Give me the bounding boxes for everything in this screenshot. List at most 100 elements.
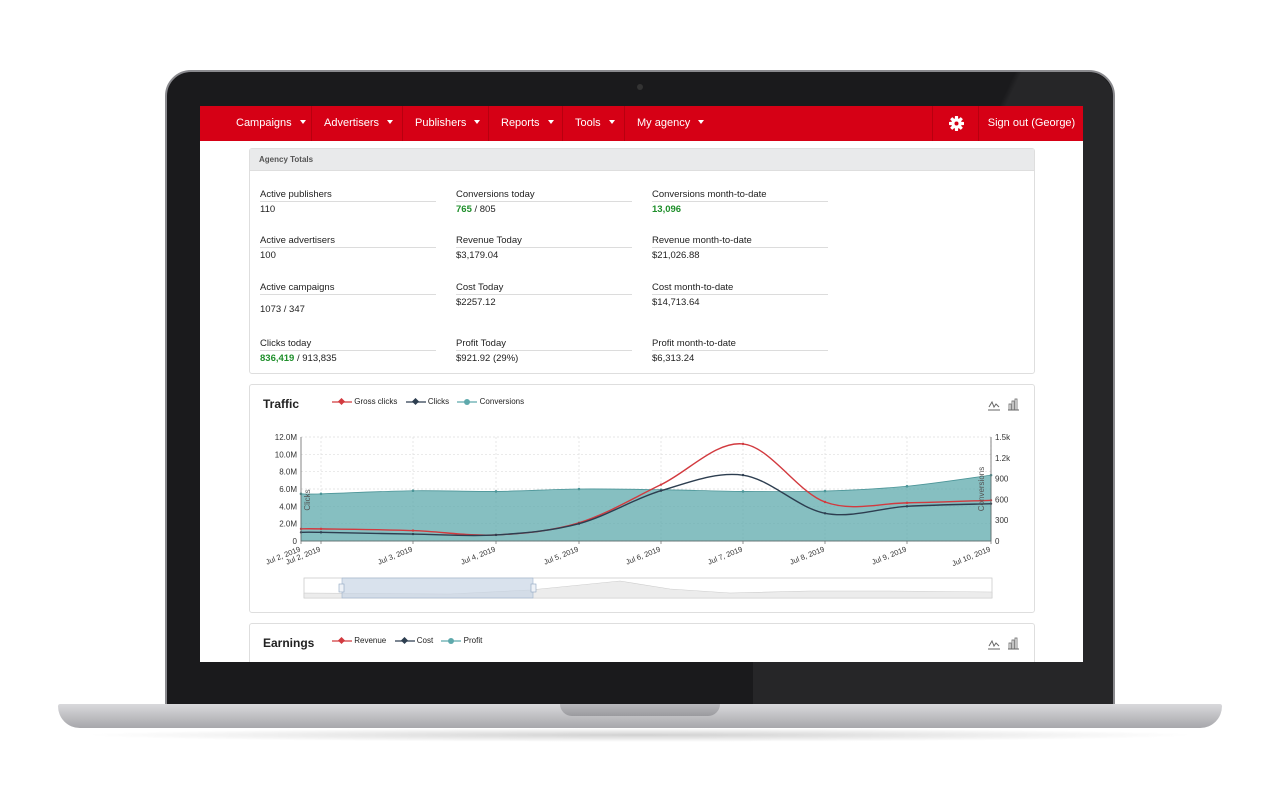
nav-label: Campaigns xyxy=(236,117,292,129)
stat-profit-today: Profit Today $921.92 (29%) xyxy=(456,338,632,364)
clicks-point xyxy=(411,532,415,536)
stat-value: 765 / 805 xyxy=(456,204,632,215)
earnings-panel: Earnings Revenue Cost Profit xyxy=(249,623,1035,662)
highlight-value: 836,419 xyxy=(260,353,295,364)
y2-tick-label: 300 xyxy=(995,516,1009,525)
range-handle-right[interactable] xyxy=(530,583,537,593)
clicks-point xyxy=(319,531,323,534)
nav-label: Advertisers xyxy=(324,117,380,129)
stat-label: Conversions month-to-date xyxy=(652,189,828,202)
stat-label: Active campaigns xyxy=(260,282,436,295)
nav-reports[interactable]: Reports xyxy=(489,106,563,141)
legend-marker-icon xyxy=(457,399,478,405)
range-selection[interactable] xyxy=(341,577,534,599)
stat-revenue-today: Revenue Today $3,179.04 xyxy=(456,235,632,261)
caret-down-icon xyxy=(608,120,615,124)
traffic-panel: Traffic Gross clicks Clicks Conversions … xyxy=(249,384,1035,613)
traffic-legend: Gross clicks Clicks Conversions xyxy=(332,397,530,406)
stat-profit-mtd: Profit month-to-date $6,313.24 xyxy=(652,338,828,364)
stat-cost-mtd: Cost month-to-date $14,713.64 xyxy=(652,282,828,308)
x-tick-label: Jul 3, 2019 xyxy=(376,545,413,567)
screen: Campaigns Advertisers Publishers Reports… xyxy=(200,106,1083,662)
clicks-point xyxy=(823,512,827,515)
y-tick-label: 0 xyxy=(293,537,298,546)
caret-down-icon xyxy=(547,120,554,124)
legend-cost[interactable]: Cost xyxy=(394,636,433,645)
range-handle-left[interactable] xyxy=(338,583,345,593)
nav-campaigns[interactable]: Campaigns xyxy=(224,106,312,141)
stat-label: Profit month-to-date xyxy=(652,338,828,351)
stat-label: Active publishers xyxy=(260,189,436,202)
earnings-title: Earnings xyxy=(263,636,315,650)
signout-link[interactable]: Sign out (George) xyxy=(987,117,1076,129)
traffic-toolbar xyxy=(988,398,1022,417)
clicks-point xyxy=(905,505,909,508)
y-tick-label: 2.0M xyxy=(279,520,297,529)
stat-value: $3,179.04 xyxy=(456,250,499,261)
gross-clicks-point xyxy=(905,501,909,505)
y-tick-label: 12.0M xyxy=(275,433,298,442)
caret-down-icon xyxy=(299,120,306,124)
y2-tick-label: 1.2k xyxy=(995,454,1011,463)
stat-label: Cost month-to-date xyxy=(652,282,828,295)
stat-value: 1073 / 347 xyxy=(260,304,305,315)
nav-advertisers[interactable]: Advertisers xyxy=(312,106,403,141)
caret-down-icon xyxy=(698,120,705,124)
caret-down-icon xyxy=(387,120,394,124)
rest-value: / 805 xyxy=(471,204,496,215)
gross-clicks-point xyxy=(823,500,827,504)
stat-value: 836,419 / 913,835 xyxy=(260,353,436,364)
conversions-point xyxy=(319,492,323,496)
highlight-value: 13,096 xyxy=(652,204,682,215)
laptop-notch xyxy=(560,704,720,716)
nav-label: Tools xyxy=(575,117,601,129)
laptop-shadow xyxy=(80,728,1200,742)
nav-publishers[interactable]: Publishers xyxy=(403,106,489,141)
legend-profit[interactable]: Profit xyxy=(441,636,482,645)
settings-button[interactable] xyxy=(932,106,979,141)
earnings-legend: Revenue Cost Profit xyxy=(332,636,488,645)
legend-conversions[interactable]: Conversions xyxy=(457,397,524,406)
x-tick-label: Jul 5, 2019 xyxy=(542,545,579,567)
line-chart-icon[interactable] xyxy=(988,639,1000,650)
nav-my-agency[interactable]: My agency xyxy=(625,106,715,141)
bar-chart-icon[interactable] xyxy=(1008,637,1019,650)
legend-label: Profit xyxy=(463,636,483,645)
y-tick-label: 8.0M xyxy=(279,468,297,477)
conversions-point xyxy=(823,489,827,493)
nav-label: Publishers xyxy=(415,117,467,129)
legend-revenue[interactable]: Revenue xyxy=(332,636,386,645)
stat-value: $2257.12 xyxy=(456,297,496,308)
conversions-area-layer xyxy=(299,473,993,542)
gear-icon xyxy=(949,116,964,131)
conversions-point xyxy=(577,487,581,491)
stat-value: $6,313.24 xyxy=(652,353,695,364)
legend-label: Conversions xyxy=(479,397,525,406)
stat-label: Revenue month-to-date xyxy=(652,235,828,248)
stat-label: Profit Today xyxy=(456,338,632,351)
stat-active-publishers: Active publishers 110 xyxy=(260,189,436,215)
legend-label: Revenue xyxy=(354,636,387,645)
legend-marker-icon xyxy=(441,638,462,644)
top-nav: Campaigns Advertisers Publishers Reports… xyxy=(200,106,1083,141)
stat-label: Conversions today xyxy=(456,189,632,202)
traffic-chart: 0 2.0M 4.0M 6.0M 8.0M 10.0M 12.0M 0 300 600 900 1.2… xyxy=(264,433,1011,599)
legend-gross-clicks[interactable]: Gross clicks xyxy=(332,397,397,406)
legend-marker-icon xyxy=(332,636,352,645)
legend-clicks[interactable]: Clicks xyxy=(405,397,449,406)
nav-tools[interactable]: Tools xyxy=(563,106,625,141)
line-chart-icon[interactable] xyxy=(988,400,1000,411)
legend-label: Gross clicks xyxy=(354,397,398,406)
bar-chart-icon[interactable] xyxy=(1008,398,1019,411)
clicks-point xyxy=(741,473,745,477)
range-navigator[interactable] xyxy=(303,577,993,599)
y2-tick-label: 900 xyxy=(995,475,1009,484)
y-tick-label: 4.0M xyxy=(279,502,297,511)
stat-value: $14,713.64 xyxy=(652,297,700,308)
traffic-title: Traffic xyxy=(263,397,300,411)
y-tick-label: 10.0M xyxy=(275,450,298,459)
y2-tick-label: 1.5k xyxy=(995,433,1011,442)
caret-down-icon xyxy=(474,120,481,124)
y-axis-label: Clicks xyxy=(303,489,312,510)
stat-active-campaigns: Active campaigns 1073 / 347 xyxy=(260,282,436,315)
